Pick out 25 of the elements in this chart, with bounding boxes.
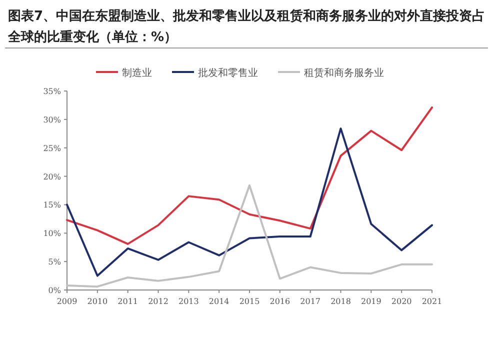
y-tick-label: 35% [43,87,62,96]
x-tick-label: 2017 [300,297,321,306]
x-tick-label: 2011 [118,297,138,306]
x-tick-label: 2009 [56,297,78,306]
legend-label: 租赁和商务服务业 [304,67,384,79]
x-tick-label: 2012 [148,297,168,306]
x-tick-label: 2015 [239,297,260,306]
x-tick-label: 2013 [178,297,199,306]
x-tick-label: 2020 [391,297,412,306]
y-tick-label: 10% [43,229,62,238]
title: 图表7、中国在东盟制造业、批发和零售业以及租赁和商务服务业的对外直接投资占全球的比重变化（单位：%） [8,9,486,45]
legend-label: 制造业 [122,67,152,79]
y-tick-label: 15% [43,200,62,210]
y-tick-label: 20% [43,172,62,182]
x-tick-label: 2010 [87,297,108,306]
y-tick-label: 0% [48,286,62,295]
y-tick-label: 30% [43,115,62,124]
x-tick-label: 2018 [330,297,351,306]
x-tick-label: 2014 [208,297,230,306]
x-tick-label: 2019 [360,297,382,306]
x-tick-label: 2021 [422,297,442,306]
legend-label: 批发和零售业 [198,67,258,79]
x-tick-label: 2016 [270,297,290,306]
y-tick-label: 25% [43,144,62,153]
y-tick-label: 5% [48,258,62,267]
